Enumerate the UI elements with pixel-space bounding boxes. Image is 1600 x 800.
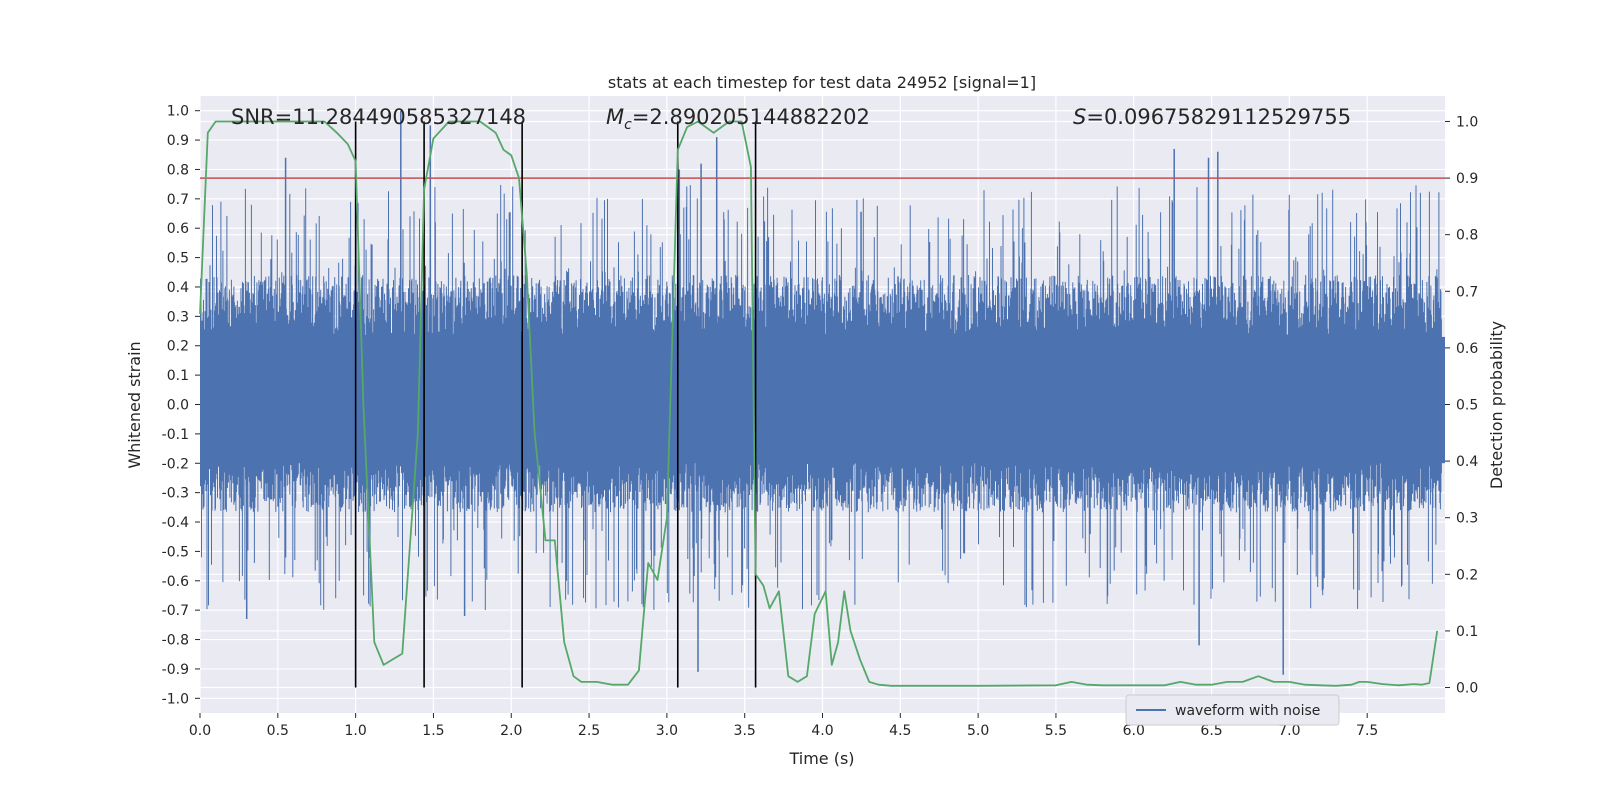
y-tick-label: -0.1 — [162, 427, 189, 443]
y-tick-label: 0.9 — [167, 133, 189, 149]
x-tick-label: 7.5 — [1356, 723, 1378, 739]
y2-tick-label: 0.1 — [1456, 624, 1478, 640]
x-axis-ticks: 0.0 0.5 1.0 1.5 2.0 2.5 3.0 3.5 4.0 4.5 5.0 5.5 6.0 6… — [189, 713, 1378, 739]
y-tick-label: -1.0 — [162, 691, 189, 707]
y2-tick-label: 0.0 — [1456, 681, 1478, 697]
mc-subscript: c — [624, 117, 632, 133]
y-axis-label: Whitened strain — [125, 341, 144, 468]
x-tick-label: 5.5 — [1045, 723, 1067, 739]
s-annotation: S=0.09675829112529755 — [1073, 105, 1351, 129]
s-value: =0.09675829112529755 — [1086, 105, 1351, 129]
legend-box — [1125, 694, 1340, 726]
s-symbol: S — [1073, 105, 1086, 129]
x-tick-label: 7.0 — [1278, 723, 1300, 739]
x-tick-label: 4.0 — [811, 723, 833, 739]
y-tick-label: 0.5 — [167, 251, 189, 267]
y2-tick-label: 0.4 — [1456, 454, 1478, 470]
y2-tick-label: 1.0 — [1456, 114, 1478, 130]
mc-value: =2.890205144882202 — [632, 105, 870, 129]
chirp-mass-annotation: Mc=2.890205144882202 — [606, 105, 870, 133]
y-tick-label: -0.9 — [162, 662, 189, 678]
x-tick-label: 6.0 — [1123, 723, 1145, 739]
x-tick-label: 3.5 — [734, 723, 756, 739]
y-tick-label: 0.1 — [167, 368, 189, 384]
x-tick-label: 0.0 — [189, 723, 211, 739]
y-tick-label: 0.0 — [167, 398, 189, 414]
waveform-line — [200, 185, 1442, 610]
x-tick-label: 4.5 — [889, 723, 911, 739]
y2-tick-label: 0.7 — [1456, 284, 1478, 300]
probability-series — [199, 120, 1439, 687]
x-tick-label: 6.5 — [1200, 723, 1222, 739]
y-tick-label: -0.8 — [162, 633, 189, 649]
x-tick-label: 3.0 — [656, 723, 678, 739]
y-tick-label: 0.4 — [167, 280, 189, 296]
waveform-peaks — [245, 110, 1284, 675]
y-tick-label: -0.5 — [162, 544, 189, 560]
y2-tick-label: 0.8 — [1456, 228, 1478, 244]
y-tick-label: -0.2 — [162, 456, 189, 472]
probability-line — [199, 120, 1439, 687]
x-axis-label: Time (s) — [788, 749, 854, 768]
y2-tick-label: 0.3 — [1456, 511, 1478, 527]
y-tick-label: -0.7 — [162, 603, 189, 619]
legend: waveform with noise — [1125, 694, 1340, 726]
x-tick-label: 2.5 — [578, 723, 600, 739]
x-tick-label: 5.0 — [967, 723, 989, 739]
snr-annotation: SNR=11.284490585327148 — [231, 105, 526, 129]
y-tick-label: 0.7 — [167, 192, 189, 208]
y2-tick-label: 0.2 — [1456, 567, 1478, 583]
y-tick-label: 0.6 — [167, 221, 189, 237]
y-tick-label: 0.3 — [167, 309, 189, 325]
y2-tick-label: 0.5 — [1456, 398, 1478, 414]
legend-entry-waveform: waveform with noise — [1175, 703, 1320, 719]
x-tick-label: 1.0 — [344, 723, 366, 739]
mc-symbol: M — [606, 105, 624, 129]
y-tick-label: -0.3 — [162, 486, 189, 502]
y-tick-label: 0.2 — [167, 339, 189, 355]
y2-tick-label: 0.6 — [1456, 341, 1478, 357]
y-tick-label: -0.6 — [162, 574, 189, 590]
y2-axis-ticks: 0.0 0.1 0.2 0.3 0.4 0.5 0.6 0.7 0.8 0.9 1.0 — [1445, 114, 1478, 697]
y2-axis-label: Detection probability — [1487, 321, 1506, 489]
y-axis-ticks: -1.0 -0.9 -0.8 -0.7 -0.6 -0.5 -0.4 -0.3 -0.2 -0.1… — [162, 104, 200, 707]
y-tick-label: 1.0 — [167, 104, 189, 120]
x-tick-label: 1.5 — [422, 723, 444, 739]
y-tick-label: -0.4 — [162, 515, 189, 531]
x-tick-label: 0.5 — [267, 723, 289, 739]
y2-tick-label: 0.9 — [1456, 171, 1478, 187]
y-tick-label: 0.8 — [167, 162, 189, 178]
waveform-series — [200, 110, 1445, 675]
x-tick-label: 2.0 — [500, 723, 522, 739]
chart-title: stats at each timestep for test data 249… — [608, 73, 1036, 92]
